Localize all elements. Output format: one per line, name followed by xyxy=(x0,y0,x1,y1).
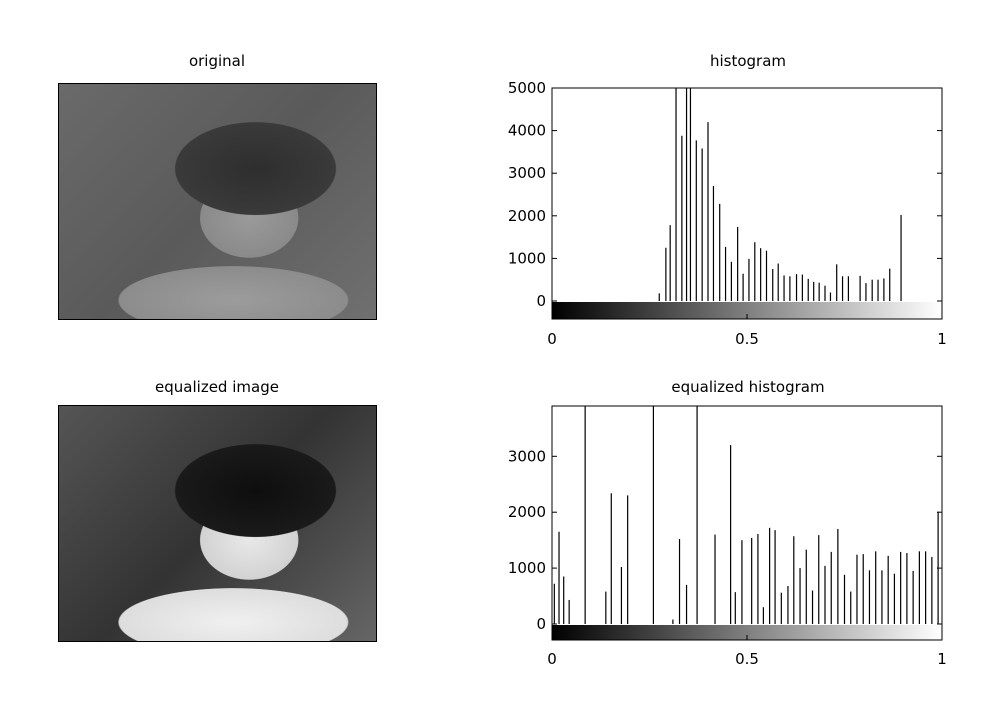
equalized-image xyxy=(58,405,377,642)
y-tick-label: 2000 xyxy=(508,503,546,521)
x-tick-label: 0.5 xyxy=(735,330,759,348)
y-tick-label: 0 xyxy=(536,615,546,633)
x-tick-label: 0 xyxy=(547,330,557,348)
x-tick-label: 1 xyxy=(937,650,947,668)
x-tick-label: 1 xyxy=(937,330,947,348)
colorbar-strip xyxy=(552,302,942,319)
y-tick-label: 1000 xyxy=(508,559,546,577)
y-tick-label: 2000 xyxy=(508,207,546,225)
x-tick-label: 0.5 xyxy=(735,650,759,668)
axes-frame xyxy=(551,405,943,641)
y-tick-label: 5000 xyxy=(508,80,546,97)
y-tick-label: 0 xyxy=(536,292,546,310)
equalized-histogram-chart: 0 1000 2000 3000 0 0.5 1 xyxy=(508,405,947,668)
y-tick-label: 1000 xyxy=(508,249,546,267)
y-tick-label: 3000 xyxy=(508,447,546,465)
histogram-chart: 0 1000 2000 3000 4000 5000 0 0.5 1 xyxy=(508,80,947,348)
original-image xyxy=(58,83,377,320)
equalized-image-title: equalized image xyxy=(155,378,279,396)
colorbar-strip xyxy=(552,625,942,640)
y-tick-label: 4000 xyxy=(508,122,546,140)
y-tick-label: 3000 xyxy=(508,164,546,182)
x-tick-label: 0 xyxy=(547,650,557,668)
histogram-title: histogram xyxy=(709,52,787,70)
original-title: original xyxy=(188,52,246,70)
equalized-histogram-title: equalized histogram xyxy=(671,378,825,396)
